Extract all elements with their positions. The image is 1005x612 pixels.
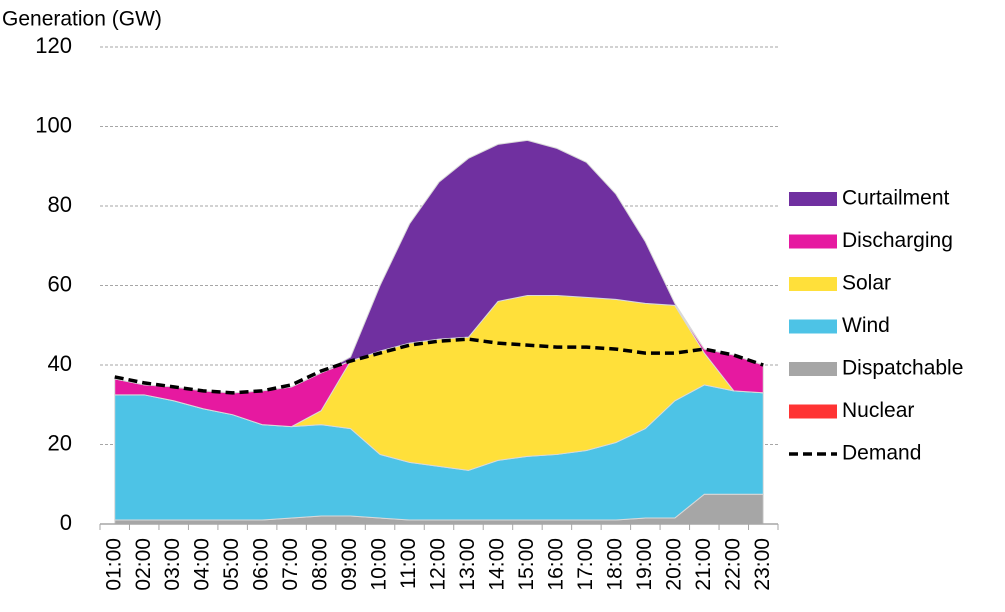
- y-tick-label: 40: [48, 351, 72, 376]
- x-tick-label: 02:00: [132, 538, 155, 591]
- y-tick-label: 120: [35, 33, 72, 58]
- x-tick-label: 18:00: [603, 538, 626, 591]
- y-tick-label: 0: [60, 510, 72, 535]
- x-tick-label: 21:00: [692, 538, 715, 591]
- x-tick-label: 12:00: [427, 538, 450, 591]
- x-tick-label: 04:00: [191, 538, 214, 591]
- x-tick-label: 09:00: [338, 538, 361, 591]
- x-tick-label: 13:00: [456, 538, 479, 591]
- legend-swatch: [789, 362, 837, 376]
- x-tick-label: 14:00: [486, 538, 509, 591]
- legend-swatch: [789, 277, 837, 291]
- legend-label: Dispatchable: [842, 357, 963, 380]
- legend-swatch: [789, 319, 837, 334]
- legend-label: Demand: [842, 442, 921, 465]
- x-tick-label: 15:00: [515, 538, 538, 591]
- legend-label: Curtailment: [842, 187, 950, 210]
- x-tick-label: 07:00: [279, 538, 302, 591]
- legend-label: Nuclear: [842, 399, 914, 422]
- x-tick-label: 03:00: [161, 538, 184, 591]
- y-tick-label: 100: [35, 112, 72, 137]
- legend-swatch: [789, 192, 837, 206]
- y-tick-label: 20: [48, 430, 72, 455]
- legend-label: Discharging: [842, 229, 953, 252]
- legend-label: Solar: [842, 272, 891, 295]
- x-tick-label: 22:00: [721, 538, 744, 591]
- x-tick-label: 19:00: [633, 538, 656, 591]
- x-tick-label: 06:00: [250, 538, 273, 591]
- x-tick-label: 08:00: [309, 538, 332, 591]
- x-tick-label: 11:00: [397, 538, 420, 589]
- line: [114, 337, 764, 395]
- y-tick-label: 80: [48, 192, 72, 217]
- x-tick-label: 16:00: [544, 538, 567, 591]
- x-tick-label: 23:00: [751, 538, 774, 591]
- x-tick-label: 17:00: [574, 538, 597, 591]
- y-tick-label: 60: [48, 271, 72, 296]
- x-tick-label: 20:00: [662, 538, 685, 591]
- x-tick-label: 05:00: [220, 538, 243, 591]
- legend-swatch: [789, 404, 837, 419]
- legend-label: Wind: [842, 314, 890, 337]
- legend-swatch: [789, 234, 837, 249]
- y-axis-label: Generation (GW): [2, 8, 162, 31]
- x-tick-label: 10:00: [368, 538, 391, 591]
- x-tick-label: 01:00: [102, 538, 125, 591]
